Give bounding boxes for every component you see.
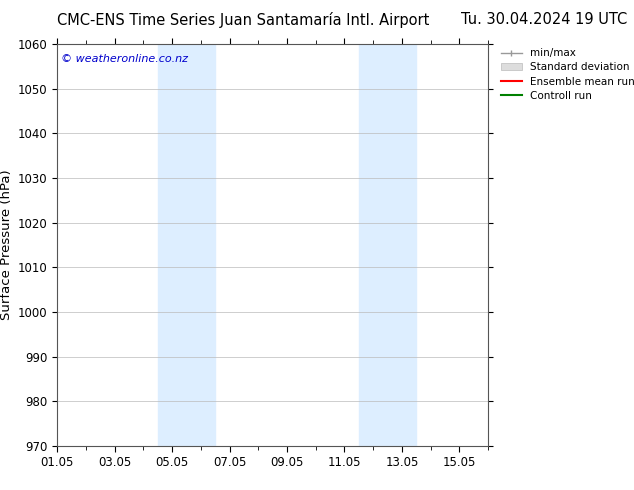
Text: © weatheronline.co.nz: © weatheronline.co.nz [61, 54, 188, 64]
Text: Tu. 30.04.2024 19 UTC: Tu. 30.04.2024 19 UTC [462, 12, 628, 27]
Bar [158, 44, 215, 446]
Y-axis label: Surface Pressure (hPa): Surface Pressure (hPa) [1, 170, 13, 320]
Bar [359, 44, 417, 446]
Text: CMC-ENS Time Series Juan Santamaría Intl. Airport: CMC-ENS Time Series Juan Santamaría Intl… [57, 12, 429, 28]
Legend: min/max, Standard deviation, Ensemble mean run, Controll run: min/max, Standard deviation, Ensemble me… [497, 44, 634, 105]
